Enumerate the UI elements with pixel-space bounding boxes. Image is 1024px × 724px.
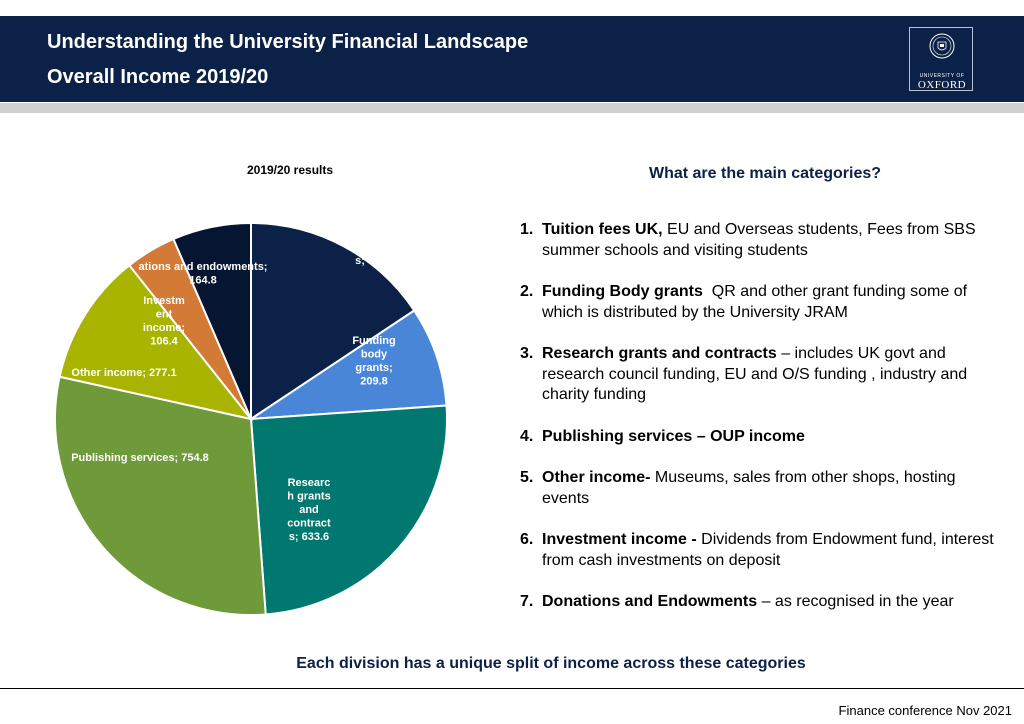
category-item-tuition: 1. Tuition fees UK, EU and Overseas stude…: [520, 220, 1000, 261]
crest-icon: [929, 33, 955, 59]
category-item-research: 3. Research grants and contracts – includ…: [520, 344, 1000, 406]
category-heading: Donations and Endowments: [542, 593, 758, 610]
slice-investment-income-label: Investm ent income; 106.4: [143, 295, 185, 348]
category-number: 5.: [520, 469, 534, 486]
category-item-funding-body: 2. Funding Body grants QR and other grant…: [520, 282, 1000, 323]
category-description: – as recognised in the year: [757, 593, 954, 610]
category-item-other-income: 5. Other income- Museums, sales from othe…: [520, 468, 1000, 509]
slice-donations-endowments-label: ations and endowments; 164.8: [139, 261, 268, 287]
slice-research-grants: [249, 404, 448, 616]
category-heading: Other income-: [542, 469, 651, 486]
category-heading: Tuition fees UK,: [542, 221, 663, 238]
division-split-message: Each division has a unique split of inco…: [296, 655, 806, 672]
slice-publishing-services: [54, 375, 267, 616]
footer-divider: [0, 688, 1024, 689]
chart-title: 2019/20 results: [246, 163, 334, 177]
category-heading: Investment income -: [542, 531, 697, 548]
slice-publishing-services-label: Publishing services; 754.8: [71, 452, 209, 464]
categories-list: 1. Tuition fees UK, EU and Overseas stude…: [520, 220, 1000, 634]
category-heading: Funding Body grants: [542, 283, 703, 300]
university-logo: UNIVERSITY OF OXFORD: [909, 27, 973, 91]
slide-subtitle: Overall Income 2019/20: [47, 66, 269, 88]
category-number: 6.: [520, 531, 534, 548]
category-item-donations: 7. Donations and Endowments – as recognis…: [520, 592, 1000, 613]
slice-tuition-fees-label: s;: [355, 255, 365, 267]
category-heading: Research grants and contracts: [542, 345, 777, 362]
category-number: 2.: [520, 283, 534, 300]
slice-funding-body-grants-label: Funding body grants; 209.8: [352, 335, 395, 388]
category-item-investment: 6. Investment income - Dividends from End…: [520, 530, 1000, 571]
slice-other-income: [58, 263, 254, 421]
header-banner: Understanding the University Financial L…: [0, 16, 1024, 102]
footer-note: Finance conference Nov 2021: [838, 703, 1012, 718]
slide-title: Understanding the University Financial L…: [47, 31, 529, 53]
category-description: EU and Overseas students, Fees from SBS …: [542, 221, 976, 259]
category-number: 1.: [520, 221, 534, 238]
categories-title: What are the main categories?: [648, 165, 882, 182]
slice-donations-endowments: [172, 221, 252, 420]
header-divider: [0, 103, 1024, 113]
logo-text-university-of: UNIVERSITY OF: [919, 73, 965, 79]
slice-tuition-fees: [250, 221, 416, 421]
slice-other-income-label: Other income; 277.1: [71, 367, 176, 379]
logo-text-oxford: OXFORD: [917, 79, 967, 91]
category-number: 7.: [520, 593, 534, 610]
category-number: 3.: [520, 345, 534, 362]
slice-funding-body-grants: [247, 309, 448, 421]
category-description: – includes UK govt and research council …: [542, 345, 968, 403]
category-description: QR and other grant funding some of which…: [542, 283, 972, 321]
slice-research-grants-label: Researc h grants and contract s; 633.6: [287, 477, 331, 543]
category-number: 4.: [520, 427, 534, 445]
category-description: Museums, sales from other shops, hosting…: [542, 469, 956, 507]
category-item-publishing: 4. Publishing services – OUP income: [520, 427, 1000, 448]
category-heading: Publishing services – OUP income: [542, 427, 805, 445]
income-pie-chart: s; Funding body grants; 209.8 Researc h grants…: [54, 221, 448, 616]
category-description: Dividends from Endowment fund, interest …: [542, 531, 994, 569]
